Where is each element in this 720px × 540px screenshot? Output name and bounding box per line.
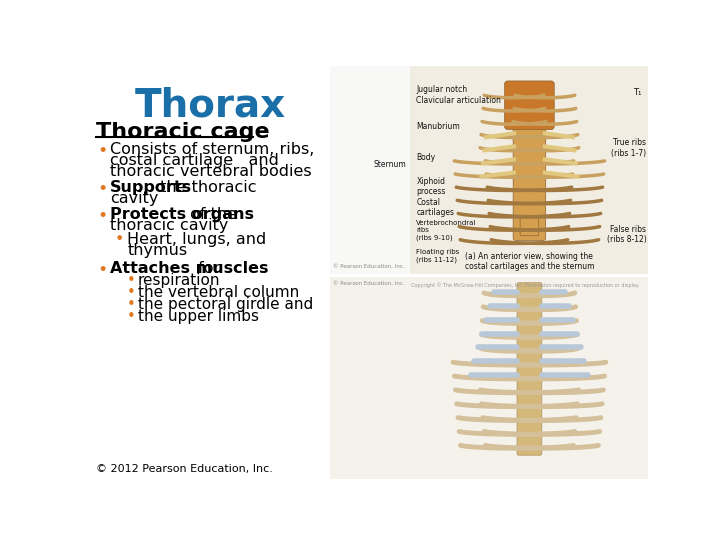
Text: for: for xyxy=(193,261,220,276)
Text: Protects organs: Protects organs xyxy=(110,207,254,222)
Text: •: • xyxy=(98,180,108,198)
Text: True ribs
(ribs 1-7): True ribs (ribs 1-7) xyxy=(611,138,647,158)
Text: Copyright © The McGraw-Hill Companies, Inc. Permission required to reproduction : Copyright © The McGraw-Hill Companies, I… xyxy=(411,282,639,288)
Text: Thoracic cage: Thoracic cage xyxy=(96,122,270,142)
Text: Heart, lungs, and: Heart, lungs, and xyxy=(127,232,266,247)
FancyBboxPatch shape xyxy=(330,66,410,274)
Text: costal cartilage   and: costal cartilage and xyxy=(110,153,279,168)
Text: •: • xyxy=(127,308,136,323)
Text: Vertebrochondral
ribs
(ribs 9-10): Vertebrochondral ribs (ribs 9-10) xyxy=(416,220,477,241)
Text: •: • xyxy=(114,232,124,247)
Text: (a) An anterior view, showing the
costal cartilages and the sternum: (a) An anterior view, showing the costal… xyxy=(464,252,594,271)
FancyBboxPatch shape xyxy=(513,82,546,240)
Text: © Pearson Education, Inc.: © Pearson Education, Inc. xyxy=(333,264,405,269)
Text: Costal
cartilages: Costal cartilages xyxy=(416,198,454,217)
Text: Attaches muscles: Attaches muscles xyxy=(110,261,269,276)
Text: Supports: Supports xyxy=(110,180,192,195)
Text: the thoracic: the thoracic xyxy=(155,180,256,195)
Text: the pectoral girdle and: the pectoral girdle and xyxy=(138,298,313,312)
Text: © Pearson Education, Inc.: © Pearson Education, Inc. xyxy=(333,280,405,286)
Text: © 2012 Pearson Education, Inc.: © 2012 Pearson Education, Inc. xyxy=(96,464,273,475)
Text: •: • xyxy=(98,261,108,279)
Text: •: • xyxy=(127,286,136,300)
Text: respiration: respiration xyxy=(138,273,220,288)
FancyBboxPatch shape xyxy=(520,217,539,236)
Text: False ribs
(ribs 8-12): False ribs (ribs 8-12) xyxy=(607,225,647,244)
Text: T₁: T₁ xyxy=(634,88,642,97)
Text: cavity: cavity xyxy=(110,191,158,206)
Text: thoracic vertebral bodies: thoracic vertebral bodies xyxy=(110,164,312,179)
FancyBboxPatch shape xyxy=(410,66,648,274)
Text: Clavicular articulation: Clavicular articulation xyxy=(416,96,501,105)
Text: Body: Body xyxy=(416,153,436,161)
Text: Xiphoid
process: Xiphoid process xyxy=(416,177,446,196)
Text: Floating ribs
(ribs 11-12): Floating ribs (ribs 11-12) xyxy=(416,249,459,262)
Text: Sternum: Sternum xyxy=(374,160,406,170)
Text: •: • xyxy=(98,142,108,160)
Text: the upper limbs: the upper limbs xyxy=(138,308,259,323)
Text: Jugular notch: Jugular notch xyxy=(416,85,467,94)
Text: the vertebral column: the vertebral column xyxy=(138,286,300,300)
FancyBboxPatch shape xyxy=(517,283,542,455)
Text: of the: of the xyxy=(185,207,238,222)
Text: Thorax: Thorax xyxy=(135,86,286,124)
Text: •: • xyxy=(127,273,136,288)
Text: •: • xyxy=(127,298,136,312)
Text: thoracic cavity: thoracic cavity xyxy=(110,218,228,233)
Text: •: • xyxy=(98,207,108,225)
FancyBboxPatch shape xyxy=(330,276,648,479)
FancyBboxPatch shape xyxy=(505,81,554,130)
Text: Consists of sternum, ribs,: Consists of sternum, ribs, xyxy=(110,142,315,157)
Text: Manubrium: Manubrium xyxy=(416,122,460,131)
Text: thymus: thymus xyxy=(127,244,187,259)
